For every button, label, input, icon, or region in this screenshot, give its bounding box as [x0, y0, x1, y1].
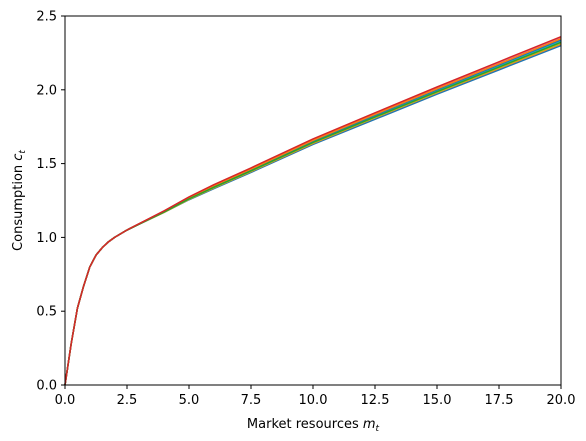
x-tick-label: 15.0 [423, 393, 452, 408]
series-line-10 [64, 40, 562, 386]
y-tick-label: 0.5 [36, 305, 57, 320]
series-line-11 [64, 39, 562, 386]
y-axis-label: Consumption ct [11, 150, 28, 251]
x-tick-label: 2.5 [117, 393, 138, 408]
series-line-5 [64, 38, 562, 386]
x-tick-label: 0.0 [55, 393, 76, 408]
x-tick-label: 17.5 [485, 393, 514, 408]
series-line-14 [64, 35, 562, 386]
series-line-4 [64, 39, 562, 386]
series-line-8 [64, 41, 562, 386]
x-tick-label: 20.0 [547, 393, 576, 408]
y-tick-label: 2.5 [36, 10, 57, 25]
y-tick-label: 1.5 [36, 157, 57, 172]
y-axis-label-math: c [11, 154, 26, 161]
x-tick-label: 7.5 [241, 393, 262, 408]
x-axis-ticks: 0.0 2.5 5.0 7.5 10.0 12.5 15.0 17.5 20.0 [55, 385, 576, 408]
series-line-2 [64, 43, 562, 386]
series-line-9 [64, 42, 562, 386]
y-tick-label: 2.0 [36, 83, 57, 98]
y-axis-label-text: Consumption [11, 161, 26, 251]
series-line-3 [64, 41, 562, 386]
y-tick-label: 1.0 [36, 231, 57, 246]
y-axis-ticks: 0.0 0.5 1.0 1.5 2.0 2.5 [36, 10, 65, 394]
series-line-12 [64, 38, 562, 386]
x-tick-label: 12.5 [361, 393, 390, 408]
x-axis-label-subscript: t [376, 424, 380, 434]
x-tick-label: 10.0 [299, 393, 328, 408]
y-axis-label-subscript: t [18, 150, 28, 154]
series-line-6 [64, 37, 562, 386]
series-line-1 [64, 44, 562, 386]
x-axis-label: Market resources mt [247, 417, 380, 434]
series-lines [64, 35, 562, 386]
series-line-7 [64, 36, 562, 386]
x-tick-label: 5.0 [179, 393, 200, 408]
series-line-13 [64, 41, 562, 386]
y-tick-label: 0.0 [36, 379, 57, 394]
x-axis-label-text: Market resources [247, 417, 363, 432]
x-axis-label-math: m [363, 417, 376, 432]
